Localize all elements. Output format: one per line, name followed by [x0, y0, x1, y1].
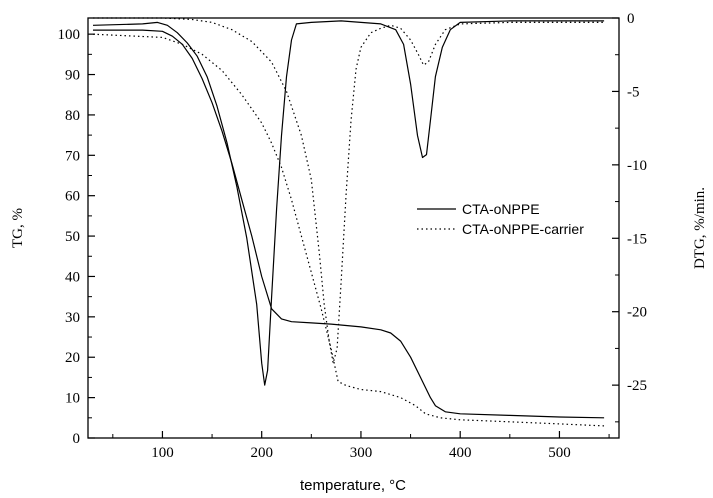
y-right-tick-label: -5	[627, 84, 640, 100]
y-right-tick-label: -10	[627, 158, 647, 174]
x-tick-label: 200	[250, 445, 273, 461]
y-left-tick-label: 0	[73, 431, 81, 447]
x-tick-label: 400	[449, 445, 472, 461]
y-left-tick-label: 40	[65, 269, 80, 285]
x-tick-label: 500	[548, 445, 571, 461]
y-left-tick-label: 50	[65, 229, 80, 245]
y-right-tick-label: -15	[627, 231, 647, 247]
y-left-tick-label: 10	[65, 391, 80, 407]
x-axis-title: temperature, °C	[300, 477, 406, 494]
legend: CTA-oNPPE CTA-oNPPE-carrier	[417, 201, 584, 237]
series-line-carrier-dtg	[93, 17, 605, 364]
y-left-tick-label: 70	[65, 148, 80, 164]
legend-label-cta-onppe-carrier: CTA-oNPPE-carrier	[462, 221, 584, 237]
axis-ticks: 100 200 300 400 500 0 10 20 30 40 50 60 70 80 90 100 0 -5…	[58, 11, 648, 461]
x-tick-label: 100	[151, 445, 174, 461]
y-axis-left-title: TG, %	[10, 208, 26, 248]
plot-frame	[87, 17, 620, 439]
series-layer	[92, 17, 605, 427]
y-left-tick-label: 20	[65, 350, 80, 366]
y-right-tick-label: 0	[627, 11, 635, 27]
x-tick-label: 300	[350, 445, 373, 461]
series-line-carrier-tg	[92, 33, 605, 427]
y-axis-right-title: DTG, %/min.	[692, 187, 708, 269]
legend-label-cta-onppe: CTA-oNPPE	[462, 201, 540, 217]
y-left-tick-label: 80	[65, 108, 80, 124]
y-right-tick-label: -25	[627, 378, 647, 394]
y-left-tick-label: 60	[65, 189, 80, 205]
series-line-cta-onppe-dtg	[92, 20, 605, 386]
y-right-tick-label: -20	[627, 305, 647, 321]
y-left-tick-label: 100	[58, 27, 81, 43]
series-line-cta-onppe-tg	[93, 29, 605, 419]
y-left-tick-label: 30	[65, 310, 80, 326]
y-left-tick-label: 90	[65, 68, 80, 84]
